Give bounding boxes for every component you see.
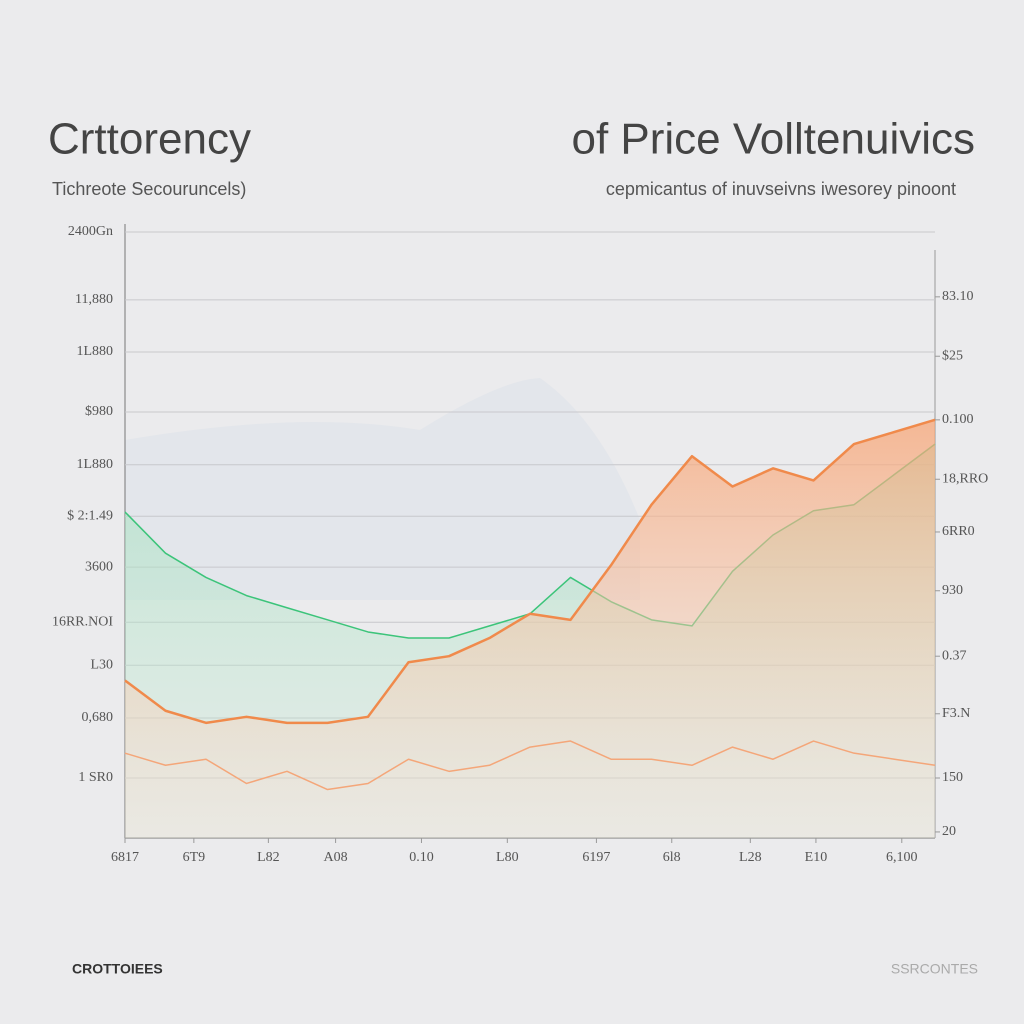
x-tick-label: L28	[739, 850, 762, 865]
y2-tick-label: 0.100	[942, 412, 974, 427]
y2-tick-label: 0.37	[942, 648, 967, 663]
footer: CROTTOIEES	[72, 961, 163, 977]
x-tick-label: L80	[496, 850, 519, 865]
y-tick-label: L30	[90, 658, 113, 673]
y2-tick-label: $25	[942, 348, 963, 363]
x-tick-label: 6197	[582, 850, 610, 865]
y-tick-label: $ 2:1.49	[67, 508, 113, 523]
area	[125, 419, 935, 838]
backdrop-shape	[125, 378, 640, 600]
line	[124, 740, 936, 791]
y2-tick-label: 83.10	[942, 289, 974, 304]
x-tick-label: 6l8	[663, 850, 681, 865]
x-tick-label: L82	[257, 850, 280, 865]
y-tick-label: 0,680	[82, 710, 114, 725]
chart-title: of Price Volltenuivics	[571, 115, 975, 164]
chart-title: Crttorency	[48, 115, 251, 164]
y-tick-label: 3600	[85, 559, 113, 574]
line	[124, 418, 936, 725]
y-tick-label: 1L880	[76, 344, 113, 359]
chart-subtitle: Tichreote Secouruncels)	[52, 179, 246, 199]
y-tick-label: 1 SR0	[78, 770, 113, 785]
y2-tick-label: 150	[942, 770, 963, 785]
chart-subtitle: cepmicantus of inuvseivns iwesorey pinoo…	[606, 179, 956, 199]
y2-tick-label: 6RR0	[942, 524, 975, 539]
y2-tick-label: F3.N	[942, 706, 970, 721]
y2-tick-label: 20	[942, 824, 956, 839]
x-tick-label: 6T9	[183, 850, 206, 865]
footer: SSRCONTES	[891, 961, 978, 977]
y-tick-label: 1L880	[76, 457, 113, 472]
y2-tick-label: 18,RRO	[942, 471, 988, 486]
x-tick-label: 6817	[111, 850, 139, 865]
y-tick-label: 11,880	[75, 292, 113, 307]
y-tick-label: 2400Gn	[68, 224, 113, 239]
y2-tick-label: 930	[942, 583, 963, 598]
y-tick-label: $980	[85, 404, 113, 419]
x-tick-label: A08	[324, 850, 348, 865]
x-tick-label: 6,100	[886, 850, 918, 865]
y-tick-label: 16RR.NOI	[52, 614, 113, 629]
x-tick-label: 0.10	[409, 850, 434, 865]
x-tick-label: E10	[805, 850, 828, 865]
